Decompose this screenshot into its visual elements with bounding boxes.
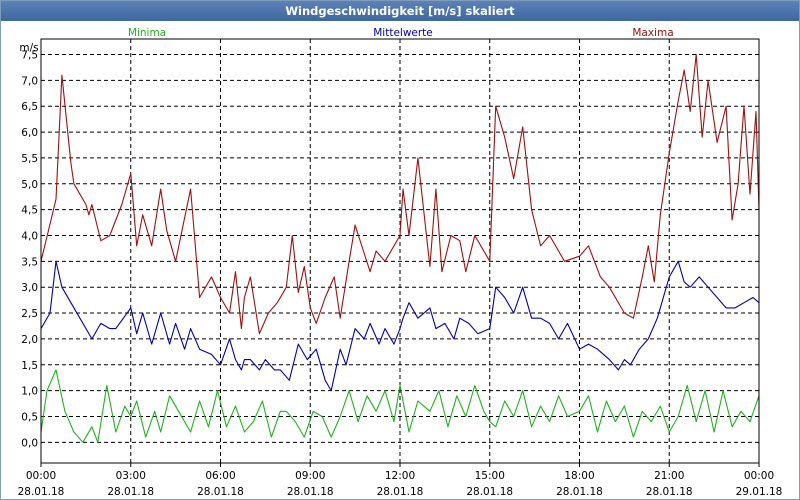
x-tick-time: 12:00 bbox=[385, 470, 415, 482]
x-tick-date: 28.01.18 bbox=[466, 486, 513, 498]
x-tick-date: 28.01.18 bbox=[556, 486, 603, 498]
y-tick-labels: 0,0 0,5 1,0 1,5 2,0 2,5 3,0 3,5 4,0 4,5 5,0 5,5 6,0 6… bbox=[21, 50, 38, 450]
y-tick-label: 3,5 bbox=[21, 256, 38, 268]
x-tick-time: 00:00 bbox=[744, 470, 774, 482]
x-tick-time: 15:00 bbox=[475, 470, 505, 482]
x-tick-time: 09:00 bbox=[295, 470, 325, 482]
x-tick-date: 28.01.18 bbox=[646, 486, 693, 498]
x-tick-date: 28.01.18 bbox=[197, 486, 244, 498]
y-tick-label: 0,5 bbox=[21, 411, 38, 423]
legend-maxima: Maxima bbox=[632, 27, 673, 39]
y-tick-label: 4,0 bbox=[21, 230, 38, 242]
x-tick-time: 18:00 bbox=[564, 470, 594, 482]
x-tick-time: 21:00 bbox=[654, 470, 684, 482]
y-tick-label: 1,5 bbox=[21, 360, 38, 372]
y-tick-label: 0,0 bbox=[21, 437, 38, 449]
y-tick-label: 1,0 bbox=[21, 386, 38, 398]
series-maxima-line bbox=[40, 53, 760, 335]
grid bbox=[41, 39, 759, 463]
x-tick-labels: 00:00 28.01.18 03:00 28.01.18 06:00 28.01.18 0… bbox=[18, 463, 783, 498]
y-tick-label: 5,0 bbox=[21, 179, 38, 191]
x-tick-date: 28.01.18 bbox=[18, 486, 65, 498]
y-tick-label: 2,5 bbox=[21, 308, 38, 320]
legend-mittelwerte: Mittelwerte bbox=[373, 27, 433, 39]
series-minima-line bbox=[40, 369, 760, 443]
y-tick-label: 7,0 bbox=[21, 75, 38, 87]
x-tick-time: 03:00 bbox=[116, 470, 146, 482]
x-tick-date: 28.01.18 bbox=[287, 486, 334, 498]
y-axis-label: m/s bbox=[19, 42, 38, 54]
y-tick-label: 6,0 bbox=[21, 127, 38, 139]
x-tick-date: 28.01.18 bbox=[377, 486, 424, 498]
y-tick-label: 3,0 bbox=[21, 282, 38, 294]
x-tick-time: 00:00 bbox=[26, 470, 56, 482]
x-tick-date: 28.01.18 bbox=[107, 486, 154, 498]
legend-minima: Minima bbox=[128, 27, 166, 39]
y-tick-label: 4,5 bbox=[21, 205, 38, 217]
x-tick-date: 29.01.18 bbox=[736, 486, 783, 498]
y-tick-label: 2,0 bbox=[21, 334, 38, 346]
series-lines bbox=[40, 53, 760, 443]
y-tick-label: 6,5 bbox=[21, 101, 38, 113]
y-tick-label: 7,5 bbox=[21, 50, 38, 62]
series-mittelwerte-line bbox=[40, 260, 760, 392]
y-tick-label: 5,5 bbox=[21, 153, 38, 165]
window-title: Windgeschwindigkeit [m/s] skaliert bbox=[1, 1, 799, 21]
x-tick-time: 06:00 bbox=[205, 470, 235, 482]
